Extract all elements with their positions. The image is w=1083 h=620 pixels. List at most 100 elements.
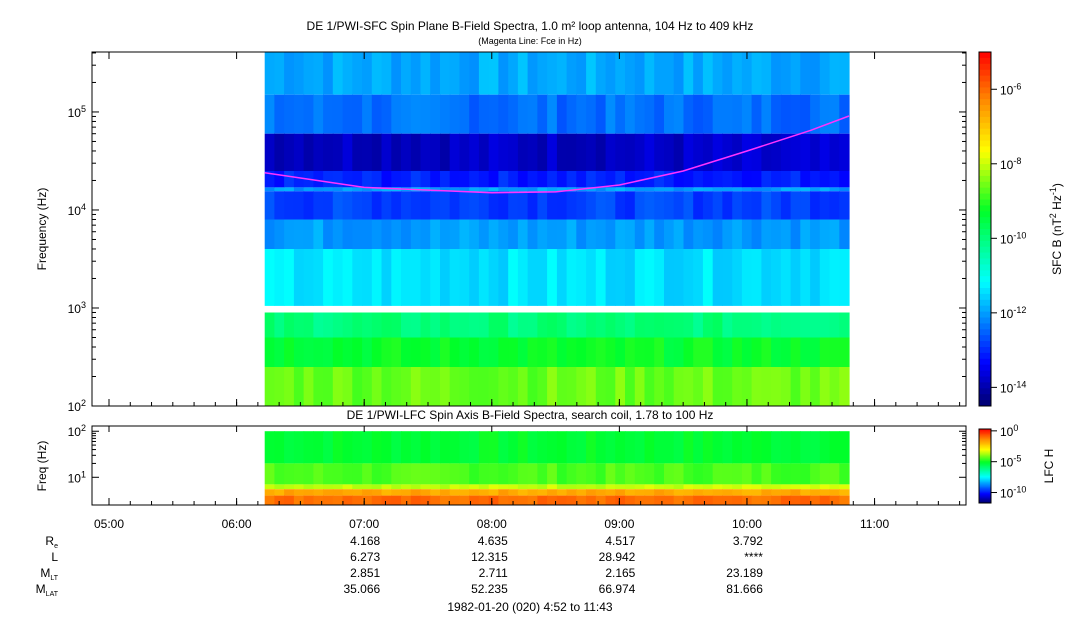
colorbar-swatch <box>979 140 991 147</box>
spectrogram-cell <box>488 489 499 496</box>
ephemeris-value: 4.517 <box>605 534 635 548</box>
colorbar-swatch <box>979 69 991 77</box>
spectrogram-cell <box>664 52 675 95</box>
spectrogram-cell <box>644 431 655 464</box>
sfc-plot-frame <box>91 51 967 407</box>
colorbar-swatch <box>979 431 991 434</box>
spectrogram-cell <box>527 367 538 406</box>
spectrogram-cell <box>410 94 422 134</box>
spectrogram-cell <box>449 337 460 367</box>
spectrogram-cell <box>498 484 509 490</box>
spectrogram-cell <box>673 171 684 188</box>
spectrogram-cell <box>693 94 704 134</box>
spectrogram-cell <box>634 52 646 95</box>
colorbar-tick-label: 100 <box>1000 423 1018 439</box>
spectrogram-cell <box>625 484 636 490</box>
spectrogram-cell <box>702 463 714 485</box>
colorbar-swatch <box>979 493 991 495</box>
spectrogram-cell <box>410 337 422 367</box>
spectrogram-cell <box>478 431 490 464</box>
spectrogram-cell <box>732 484 743 490</box>
spectrogram-cell <box>293 52 305 95</box>
spectrogram-cell <box>819 94 831 134</box>
spectrogram-cell <box>741 191 753 220</box>
spectrogram-cell <box>274 495 285 505</box>
spectrogram-cell <box>839 94 850 134</box>
spectrogram-cell <box>595 463 607 485</box>
spectrogram-cell <box>625 171 636 188</box>
spectrogram-cell <box>264 133 275 171</box>
spectrogram-cell <box>401 337 412 367</box>
spectrogram-cell <box>800 463 811 485</box>
spectrogram-cell <box>712 489 723 496</box>
spectrogram-cell <box>576 489 587 496</box>
spectrogram-cell <box>634 337 646 367</box>
colorbar-swatch <box>979 299 991 307</box>
spectrogram-cell <box>576 337 587 367</box>
spectrogram-cell <box>313 219 324 249</box>
spectrogram-cell <box>284 431 295 464</box>
spectrogram-cell <box>547 187 558 192</box>
spectrogram-cell <box>605 431 616 464</box>
colorbar-swatch <box>979 217 991 224</box>
spectrogram-cell <box>634 249 646 306</box>
ephemeris-value: 4.168 <box>350 534 380 548</box>
spectrogram-cell <box>810 463 821 485</box>
spectrogram-cell <box>284 52 295 95</box>
colorbar-swatch <box>979 111 991 118</box>
spectrogram-cell <box>537 249 548 306</box>
spectrogram-cell <box>517 367 529 406</box>
spectrogram-cell <box>761 489 772 496</box>
spectrogram-cell <box>459 249 470 306</box>
spectrogram-cell <box>556 249 568 306</box>
spectrogram-cell <box>819 249 831 306</box>
colorbar-swatch <box>979 475 991 478</box>
spectrogram-cell <box>293 171 305 188</box>
spectrogram-cell <box>654 367 665 406</box>
spectrogram-cell <box>819 337 831 367</box>
spectrogram-cell <box>780 94 792 134</box>
spectrogram-cell <box>712 191 723 220</box>
colorbar-swatch <box>979 486 991 489</box>
spectrogram-cell <box>313 171 324 188</box>
spectrogram-cell <box>819 495 831 505</box>
spectrogram-cell <box>323 495 334 505</box>
spectrogram-cell <box>430 337 441 367</box>
spectrogram-cell <box>732 463 743 485</box>
spectrogram-cell <box>420 495 431 505</box>
colorbar-swatch <box>979 128 991 136</box>
spectrogram-cell <box>673 219 684 249</box>
spectrogram-cell <box>537 431 548 464</box>
colorbar-swatch <box>979 229 991 236</box>
time-tick-label: 10:00 <box>732 517 762 531</box>
colorbar-swatch <box>979 500 991 503</box>
colorbar-swatch <box>979 494 991 497</box>
spectrogram-cell <box>664 133 675 171</box>
spectrogram-cell <box>391 133 402 171</box>
spectrogram-cell <box>780 219 792 249</box>
ephemeris-value: 66.974 <box>599 582 636 596</box>
ephemeris-value: 4.635 <box>478 534 508 548</box>
spectrogram-cell <box>634 171 646 188</box>
spectrogram-cell <box>644 133 655 171</box>
spectrogram-cell <box>800 187 811 192</box>
spectrogram-cell <box>381 52 392 95</box>
spectrogram-cell <box>469 94 480 134</box>
spectrogram-cell <box>732 171 743 188</box>
ephemeris-value: 28.942 <box>599 550 636 564</box>
spectrogram-cell <box>371 367 383 406</box>
spectrogram-cell <box>362 463 373 485</box>
spectrogram-cell <box>469 312 480 338</box>
spectrogram-cell <box>478 171 490 188</box>
spectrogram-cell <box>430 187 441 192</box>
spectrogram-cell <box>449 431 460 464</box>
spectrogram-cell <box>362 191 373 220</box>
spectrogram-cell <box>644 249 655 306</box>
spectrogram-cell <box>722 489 733 496</box>
spectrogram-cell <box>693 495 704 505</box>
spectrogram-cell <box>469 219 480 249</box>
spectrogram-cell <box>508 337 519 367</box>
colorbar-swatch <box>979 480 991 483</box>
ephemeris-row-label: L <box>51 550 58 564</box>
spectrogram-cell <box>303 312 314 338</box>
